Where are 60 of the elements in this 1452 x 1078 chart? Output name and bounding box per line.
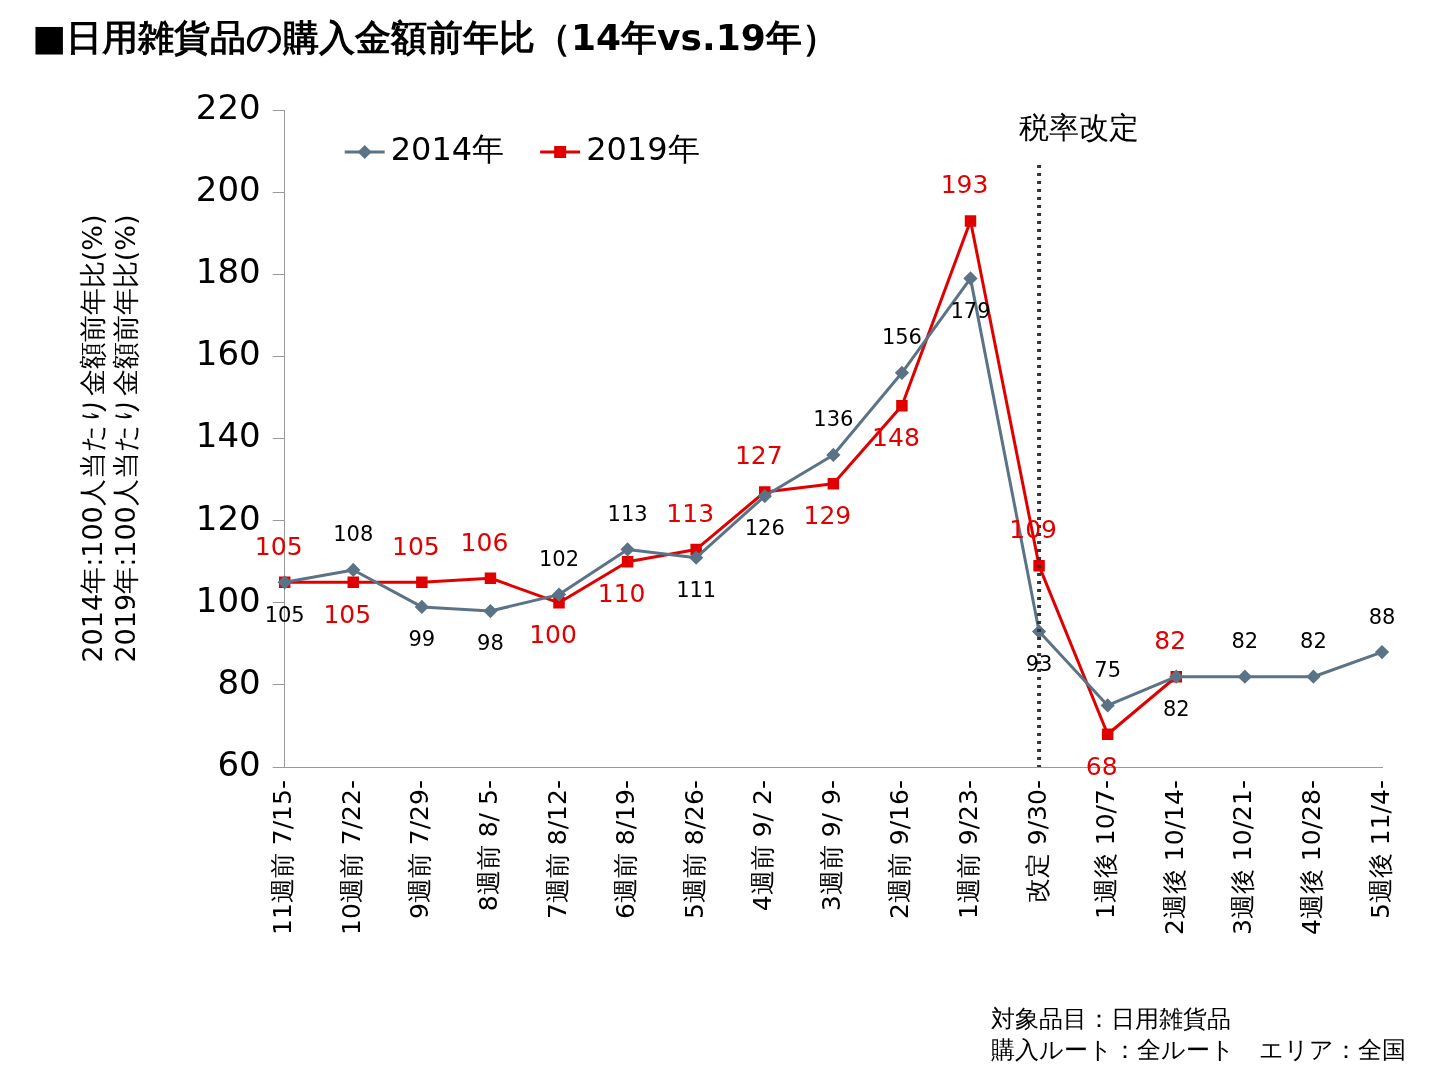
data-label: 110	[597, 579, 646, 609]
y-tick-label: 140	[195, 415, 261, 456]
data-label: 105	[323, 599, 372, 629]
x-tick-label: 3週後 10/21-	[1228, 780, 1258, 935]
data-label: 105	[264, 602, 305, 627]
data-label: 98	[477, 631, 504, 656]
y-tick-label: 80	[217, 661, 261, 702]
x-tick-label: 1週前 9/23-	[954, 780, 984, 920]
x-tick-label: 7週前 8/12-	[542, 780, 572, 920]
data-label: 113	[666, 498, 715, 528]
data-label: 82	[1300, 629, 1327, 654]
data-label: 82	[1231, 629, 1259, 654]
x-tick-label: 4週後 10/28-	[1296, 780, 1326, 935]
data-label: 99	[408, 627, 436, 652]
x-tick-label: 8週前 8/ 5-	[473, 780, 503, 912]
y-axis-title: 2014年:100人当たり金額前年比(%) 2019年:100人当たり金額前年比(%)	[77, 214, 141, 663]
x-tick-label: 10週前 7/22-	[336, 780, 366, 935]
data-label: 129	[803, 501, 852, 531]
data-label: 93	[1025, 652, 1053, 677]
data-label: 148	[872, 423, 920, 453]
data-label: 127	[734, 441, 783, 471]
y-tick-label: 220	[195, 86, 261, 127]
data-label: 105	[392, 531, 440, 561]
data-label: 68	[1085, 751, 1118, 781]
x-tick-label: 6週前 8/19-	[611, 780, 641, 920]
data-label: 82	[1162, 697, 1190, 722]
legend-label: 2014年	[390, 130, 505, 169]
x-tick-label: 2週前 9/16-	[885, 780, 915, 920]
x-tick-label: 5週後 11/4-	[1365, 780, 1395, 920]
data-label: 106	[460, 527, 509, 557]
y-tick-label: 60	[217, 743, 261, 784]
y-tick-label: 180	[195, 251, 261, 292]
data-label: 82	[1154, 626, 1187, 656]
data-label: 108	[333, 522, 374, 547]
data-label: 100	[529, 620, 577, 650]
legend-label: 2019年	[586, 130, 700, 169]
x-tick-label: 改定 9/30-	[1022, 780, 1052, 904]
x-tick-label: 3週前 9/ 9-	[816, 780, 846, 912]
x-tick-label: 2週後 10/14-	[1159, 780, 1189, 935]
x-tick-label: 9週前 7/29-	[405, 780, 435, 920]
y-tick-label: 160	[195, 333, 261, 374]
data-label: 113	[607, 501, 648, 526]
data-label: 75	[1094, 657, 1122, 682]
data-label: 126	[744, 516, 785, 541]
data-label: 136	[813, 407, 854, 432]
x-tick-label: 5週前 8/26-	[679, 780, 709, 920]
y-tick-label: 100	[195, 579, 261, 620]
data-label: 102	[538, 547, 580, 572]
data-label: 111	[676, 578, 717, 603]
text: 対象品目：日用雑貨品	[991, 1004, 1232, 1035]
data-label: 156	[881, 325, 922, 350]
chart-title: ■日用雑貨品の購入金額前年比（14年vs.19年）	[32, 16, 838, 60]
data-label: 88	[1368, 604, 1396, 629]
x-tick-label: 11週前 7/15-	[268, 780, 298, 935]
ref-line-label: 税率改定	[1019, 109, 1140, 145]
y-tick-label: 200	[195, 168, 261, 209]
text: 購入ルート：全ルート エリア：全国	[991, 1035, 1406, 1066]
x-tick-label: 4週前 9/ 2-	[748, 780, 778, 912]
data-label: 193	[940, 170, 989, 200]
x-tick-label: 1週後 10/7-	[1091, 780, 1121, 920]
